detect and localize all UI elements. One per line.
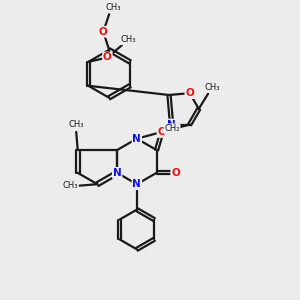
Text: CH₃: CH₃ [106, 3, 121, 12]
Text: N: N [133, 134, 141, 144]
Text: CH₃: CH₃ [121, 35, 136, 44]
Text: CH₂: CH₂ [164, 124, 180, 133]
Text: O: O [158, 127, 166, 137]
Text: O: O [185, 88, 194, 98]
Text: CH₃: CH₃ [62, 181, 78, 190]
Text: N: N [133, 179, 141, 189]
Text: N: N [113, 168, 122, 178]
Text: N: N [167, 119, 176, 130]
Text: O: O [99, 27, 108, 37]
Text: CH₃: CH₃ [68, 120, 84, 129]
Text: CH₃: CH₃ [204, 83, 220, 92]
Text: O: O [103, 52, 112, 62]
Text: O: O [171, 168, 180, 178]
